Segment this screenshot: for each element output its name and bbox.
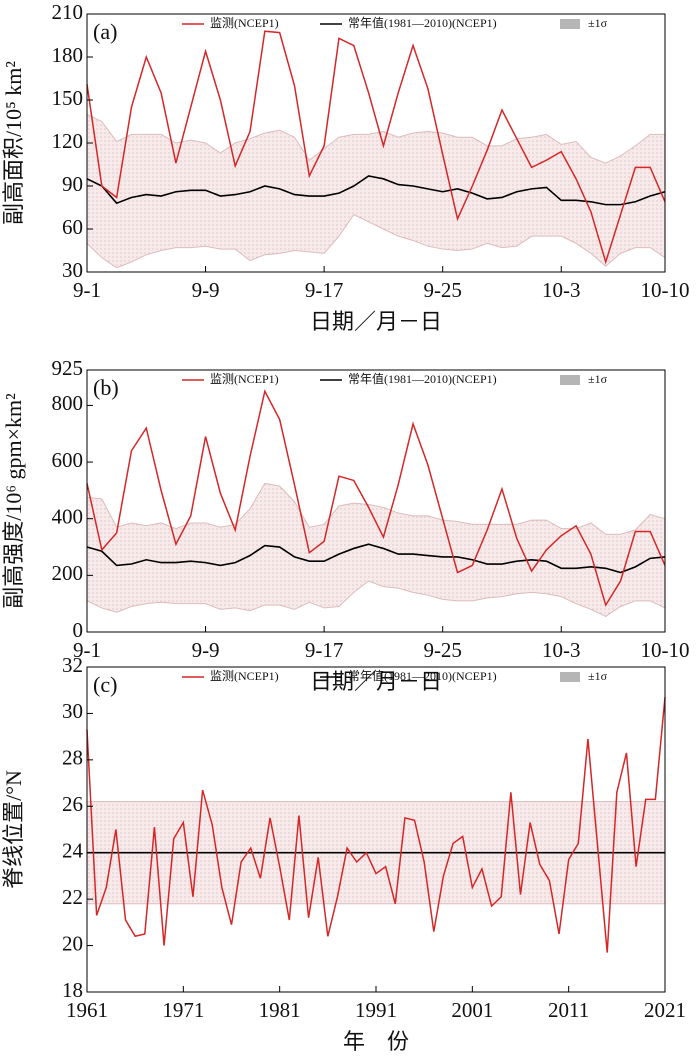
y-tick-label: 600 xyxy=(52,448,84,472)
legend-label: 常年值(1981—2010)(NCEP1) xyxy=(348,15,497,30)
x-tick-label: 1961 xyxy=(66,998,108,1022)
y-tick-label: 90 xyxy=(62,172,83,196)
y-tick-label: 32 xyxy=(62,653,83,677)
legend-label: ±1σ xyxy=(588,372,608,386)
y-tick-label: 26 xyxy=(62,792,83,816)
y-tick-label: 210 xyxy=(52,0,84,24)
legend-label: 常年值(1981—2010)(NCEP1) xyxy=(348,668,497,683)
x-tick-label: 10-10 xyxy=(641,638,690,662)
legend-label: ±1σ xyxy=(588,669,608,683)
x-tick-label: 10-3 xyxy=(542,638,581,662)
y-tick-label: 180 xyxy=(52,43,84,67)
x-tick-label: 9-17 xyxy=(305,278,344,302)
climatology-line xyxy=(86,175,666,206)
y-tick-label: 28 xyxy=(62,746,83,770)
x-tick-label: 2021 xyxy=(644,998,686,1022)
sigma-band-edge xyxy=(86,214,666,269)
x-axis-title: 年 份 xyxy=(343,1029,409,1054)
y-tick-label: 18 xyxy=(62,978,83,1002)
x-tick-label: 9-1 xyxy=(73,278,101,302)
x-tick-label: 9-25 xyxy=(423,638,462,662)
observed-line xyxy=(86,697,666,953)
x-axis-title: 日期／月－日 xyxy=(310,669,442,694)
x-tick-label: 1981 xyxy=(259,998,301,1022)
y-tick-label: 30 xyxy=(62,699,83,723)
sigma-band-edge xyxy=(86,113,665,164)
panel-label: (a) xyxy=(93,19,117,44)
observed-line xyxy=(86,30,666,265)
y-tick-label: 0 xyxy=(73,618,84,642)
sigma-band xyxy=(87,483,665,617)
x-tick-label: 9-1 xyxy=(73,638,101,662)
sigma-band-edge xyxy=(86,482,666,535)
y-tick-label: 400 xyxy=(52,505,84,529)
x-tick-label: 2011 xyxy=(548,998,589,1022)
x-tick-label: 9-17 xyxy=(305,638,344,662)
x-axis-title: 日期／月－日 xyxy=(310,309,442,334)
y-tick-label: 60 xyxy=(62,215,83,239)
sigma-band-edge xyxy=(86,580,666,617)
x-tick-label: 1971 xyxy=(162,998,204,1022)
x-tick-label: 10-10 xyxy=(641,278,690,302)
y-axis-title: 副高面积/10⁵ km² xyxy=(1,61,26,225)
legend-swatch xyxy=(560,672,580,682)
legend-label: 监测(NCEP1) xyxy=(210,372,279,386)
y-tick-label: 150 xyxy=(52,86,84,110)
x-tick-label: 9-25 xyxy=(423,278,462,302)
legend-label: 监测(NCEP1) xyxy=(210,16,279,30)
observed-line xyxy=(86,389,666,607)
y-tick-label: 800 xyxy=(52,391,84,415)
x-tick-label: 9-9 xyxy=(192,638,220,662)
x-tick-label: 1991 xyxy=(355,998,397,1022)
y-tick-label: 22 xyxy=(62,885,83,909)
y-tick-label: 20 xyxy=(62,931,83,955)
y-axis-title: 副高强度/10⁶ gpm×km² xyxy=(1,393,26,609)
x-tick-label: 10-3 xyxy=(542,278,581,302)
legend-swatch xyxy=(560,19,580,29)
plot-frame xyxy=(86,369,666,633)
y-tick-label: 24 xyxy=(62,839,84,863)
x-tick-label: 2001 xyxy=(451,998,493,1022)
climatology-line xyxy=(86,543,666,574)
y-tick-label: 120 xyxy=(52,129,84,153)
y-axis-title: 脊线位置/°N xyxy=(1,770,26,889)
y-tick-label: 30 xyxy=(62,258,83,282)
legend-swatch xyxy=(560,375,580,385)
y-tick-label: 200 xyxy=(52,561,84,585)
y-tick-label: 925 xyxy=(52,356,84,380)
legend-label: 常年值(1981—2010)(NCEP1) xyxy=(348,371,497,386)
legend-label: 监测(NCEP1) xyxy=(210,669,279,683)
legend-label: ±1σ xyxy=(588,16,608,30)
panel-label: (b) xyxy=(93,375,119,400)
x-tick-label: 9-9 xyxy=(192,278,220,302)
panel-label: (c) xyxy=(93,672,117,697)
